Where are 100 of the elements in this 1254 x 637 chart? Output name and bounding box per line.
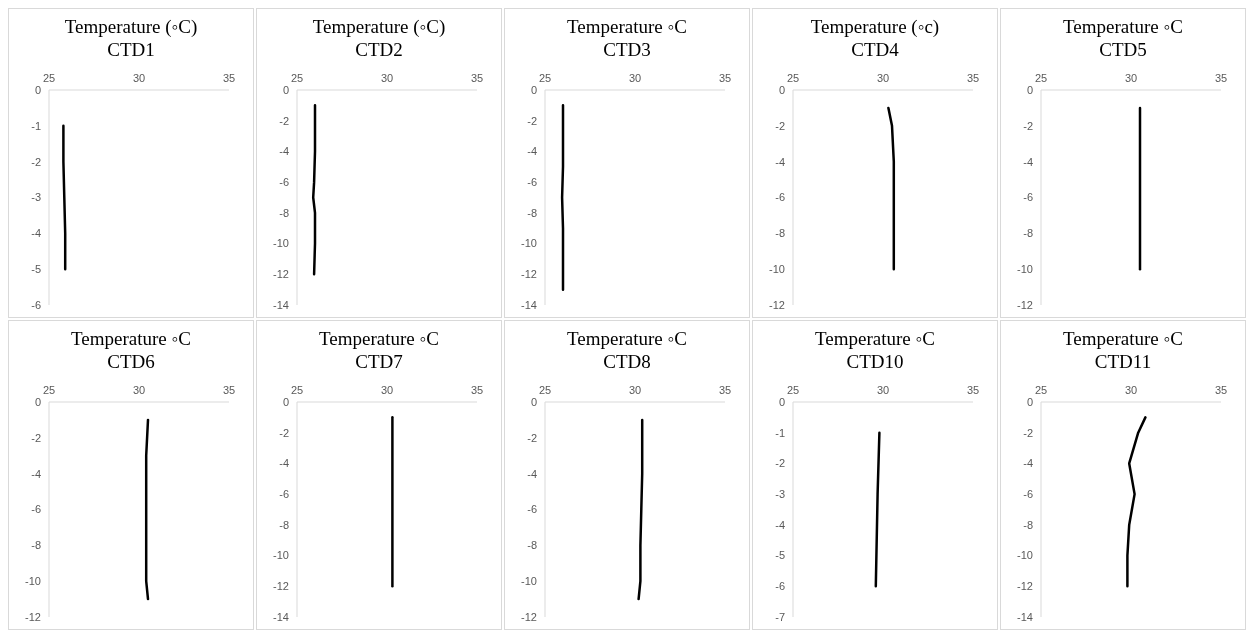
y-tick-label: -2 [279, 114, 289, 127]
y-tick-label: -5 [31, 263, 41, 276]
chart-subtitle: CTD4 [850, 38, 900, 61]
y-tick-label: -10 [273, 237, 289, 250]
y-tick-label: -6 [775, 580, 785, 593]
y-tick-label: -2 [31, 431, 41, 444]
x-tick-label: 30 [1124, 72, 1138, 84]
y-tick-label: -4 [1023, 155, 1033, 168]
y-tick-label: -4 [31, 467, 41, 480]
line-series [1138, 106, 1142, 271]
x-tick-label: 35 [966, 72, 980, 84]
y-tick-label: 0 [778, 83, 785, 96]
chart-subtitle: CTD3 [602, 38, 652, 61]
x-tick-label: 25 [786, 72, 800, 84]
x-tick-label: 25 [786, 384, 800, 396]
x-tick-label: 35 [1214, 72, 1228, 84]
y-tick-label: 0 [530, 83, 537, 96]
y-tick-label: -4 [775, 518, 785, 531]
line-series [311, 104, 317, 276]
y-tick-label: -2 [775, 119, 785, 132]
y-tick-label: -3 [31, 191, 41, 204]
x-tick-label: 35 [222, 72, 236, 84]
y-tick-label: -6 [31, 298, 41, 311]
x-tick-label: 30 [628, 72, 642, 84]
y-tick-label: -4 [527, 467, 537, 480]
y-tick-label: -10 [1017, 549, 1033, 562]
y-tick-label: -12 [273, 580, 289, 593]
x-tick-label: 25 [538, 72, 552, 84]
x-tick-label: 25 [290, 72, 304, 84]
chart-title: Temperature (◦c) [809, 15, 941, 38]
y-tick-label: -14 [1017, 610, 1033, 623]
x-tick-label: 25 [538, 384, 552, 396]
y-tick-label: -12 [273, 268, 289, 281]
y-tick-label: -12 [521, 610, 537, 623]
y-tick-label: -12 [1017, 298, 1033, 311]
y-tick-label: -8 [527, 539, 537, 552]
y-tick-label: 0 [778, 395, 785, 408]
y-tick-label: -2 [1023, 119, 1033, 132]
y-tick-label: -10 [521, 237, 537, 250]
y-tick-label: -4 [1023, 457, 1033, 470]
x-tick-label: 25 [42, 384, 56, 396]
x-tick-label: 30 [876, 384, 890, 396]
chart-subtitle: CTD1 [106, 38, 156, 61]
y-tick-label: -10 [273, 549, 289, 562]
chart-subtitle: CTD6 [106, 350, 156, 373]
line-series [1126, 416, 1147, 588]
y-tick-label: -10 [769, 263, 785, 276]
y-tick-label: -5 [775, 549, 785, 562]
chart-title: Temperature ◦C [566, 327, 688, 350]
y-tick-label: -8 [31, 539, 41, 552]
chart-subtitle: CTD8 [602, 350, 652, 373]
y-tick-label: -4 [775, 155, 785, 168]
y-tick-label: -3 [775, 488, 785, 501]
y-tick-label: -6 [527, 503, 537, 516]
y-tick-label: -7 [775, 610, 785, 623]
y-tick-label: 0 [34, 83, 41, 96]
chart-subtitle: CTD11 [1093, 350, 1153, 373]
x-tick-label: 35 [222, 384, 236, 396]
y-tick-label: -4 [279, 457, 289, 470]
chart-subtitle: CTD5 [1098, 38, 1148, 61]
y-tick-label: -8 [775, 227, 785, 240]
y-tick-label: 0 [1026, 395, 1033, 408]
y-tick-label: -8 [279, 518, 289, 531]
y-tick-label: -4 [279, 145, 289, 158]
chart-title: Temperature (◦C) [63, 15, 199, 38]
chart-title: Temperature (◦C) [311, 15, 447, 38]
y-tick-label: -8 [279, 206, 289, 219]
line-series [560, 104, 565, 291]
x-tick-label: 30 [132, 384, 146, 396]
y-tick-label: 0 [282, 83, 289, 96]
y-tick-label: 0 [530, 395, 537, 408]
y-tick-label: -6 [279, 176, 289, 189]
y-tick-label: -6 [279, 488, 289, 501]
x-tick-label: 30 [628, 384, 642, 396]
chart-title: Temperature ◦C [1062, 15, 1184, 38]
x-tick-label: 35 [1214, 384, 1228, 396]
y-tick-label: -14 [273, 610, 289, 623]
y-tick-label: -8 [1023, 227, 1033, 240]
x-tick-label: 30 [380, 384, 394, 396]
x-tick-label: 25 [42, 72, 56, 84]
y-tick-label: 0 [34, 395, 41, 408]
y-tick-label: 0 [1026, 83, 1033, 96]
y-tick-label: -2 [775, 457, 785, 470]
y-tick-label: -1 [775, 426, 785, 439]
chart-subtitle: CTD10 [845, 350, 905, 373]
y-tick-label: -10 [521, 575, 537, 588]
x-tick-label: 35 [718, 72, 732, 84]
chart-title: Temperature ◦C [1062, 327, 1184, 350]
x-tick-label: 35 [718, 384, 732, 396]
x-tick-label: 35 [470, 384, 484, 396]
y-tick-label: -6 [527, 176, 537, 189]
x-tick-label: 25 [290, 384, 304, 396]
y-tick-label: -12 [769, 298, 785, 311]
line-series [62, 124, 67, 271]
y-tick-label: -14 [521, 298, 537, 311]
y-tick-label: -12 [25, 610, 41, 623]
y-tick-label: -10 [25, 575, 41, 588]
chart-title: Temperature ◦C [318, 327, 440, 350]
x-tick-label: 25 [1034, 384, 1048, 396]
x-tick-label: 30 [380, 72, 394, 84]
